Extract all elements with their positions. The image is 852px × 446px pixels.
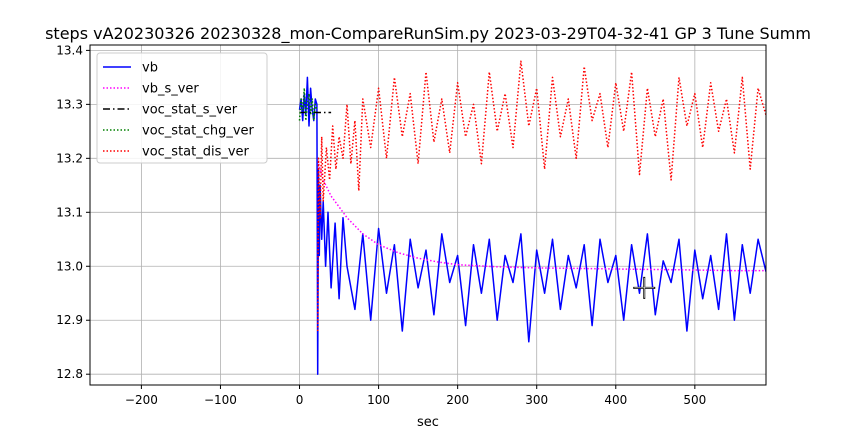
legend-label: vb_s_ver [142, 82, 199, 97]
x-tick-label: 100 [367, 393, 390, 407]
y-tick-label: 13.1 [56, 205, 83, 219]
chart-title: steps vA20230326 20230328_mon-CompareRun… [45, 24, 811, 44]
x-tick-label: 300 [525, 393, 548, 407]
annotation-layer [633, 276, 656, 299]
y-tick-label: 13.2 [56, 151, 83, 165]
series-layer [298, 60, 766, 375]
x-tick-label: −100 [204, 393, 237, 407]
legend-entries: vb vb_s_ver voc_stat_s_ver voc_stat_chg_ver… [103, 61, 255, 160]
y-axis-ticks: 12.8 12.9 13.0 13.1 13.2 13.3 13.4 [56, 43, 90, 381]
y-tick-label: 13.3 [56, 97, 83, 111]
y-tick-label: 13.4 [56, 43, 83, 57]
x-tick-label: 500 [683, 393, 706, 407]
plot-area-frame [89, 44, 767, 386]
legend-label: voc_stat_dis_ver [142, 145, 250, 160]
legend-box [96, 52, 268, 164]
x-tick-label: 0 [296, 393, 304, 407]
series-line-vb-s-ver [317, 163, 766, 272]
series-line-voc-stat-chg-ver [298, 87, 318, 122]
x-tick-label: 400 [604, 393, 627, 407]
x-axis-ticks: −200 −100 0 100 200 300 400 500 [125, 385, 706, 407]
x-tick-label: 200 [446, 393, 469, 407]
y-tick-label: 12.8 [56, 367, 83, 381]
legend-label: voc_stat_chg_ver [142, 124, 255, 139]
x-tick-label: −200 [125, 393, 158, 407]
series-line-vb [298, 76, 766, 375]
x-axis-label: sec [417, 415, 439, 430]
y-tick-label: 13.0 [56, 259, 83, 273]
legend: vb vb_s_ver voc_stat_s_ver voc_stat_chg_ver… [96, 52, 268, 164]
y-tick-label: 12.9 [56, 313, 83, 327]
legend-label: vb [142, 61, 158, 76]
legend-label: voc_stat_s_ver [142, 103, 238, 118]
